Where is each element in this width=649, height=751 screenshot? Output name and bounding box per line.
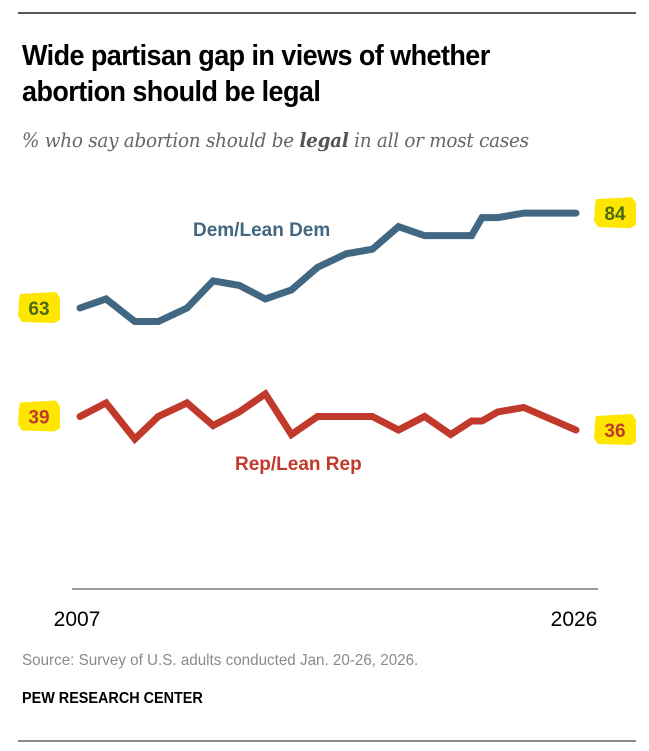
series-line-dem [76,209,580,326]
top-rule [18,12,636,14]
data-label-dem-end: 84 [604,204,626,225]
series-line-rep [76,388,580,445]
bottom-rule [18,740,636,742]
brand-logo-text: PEW RESEARCH CENTER [22,690,203,707]
series-label-rep: Rep/Lean Rep [235,454,362,475]
data-label-rep-end: 36 [604,421,625,442]
x-tick-label-start: 2007 [54,608,101,631]
highlight-dem-start [18,292,60,323]
highlight-rep-end [594,414,636,446]
data-label-dem-start: 63 [28,299,49,320]
series-label-dem: Dem/Lean Dem [193,220,330,241]
highlight-dem-end [594,197,636,229]
chart-subtitle: % who say abortion should be legal in al… [22,128,529,152]
data-label-rep-start: 39 [28,407,49,428]
plot-area: 63 84 39 36 [18,197,636,446]
highlight-rep-start [18,400,60,432]
chart-title: Wide partisan gap in views of whether ab… [22,40,490,108]
subtitle-emphasis: legal [299,128,349,152]
x-tick-label-end: 2026 [551,608,598,631]
subtitle-post: in all or most cases [348,128,529,152]
subtitle-pre: % who say abortion should be [22,128,300,152]
source-note: Source: Survey of U.S. adults conducted … [22,652,419,669]
